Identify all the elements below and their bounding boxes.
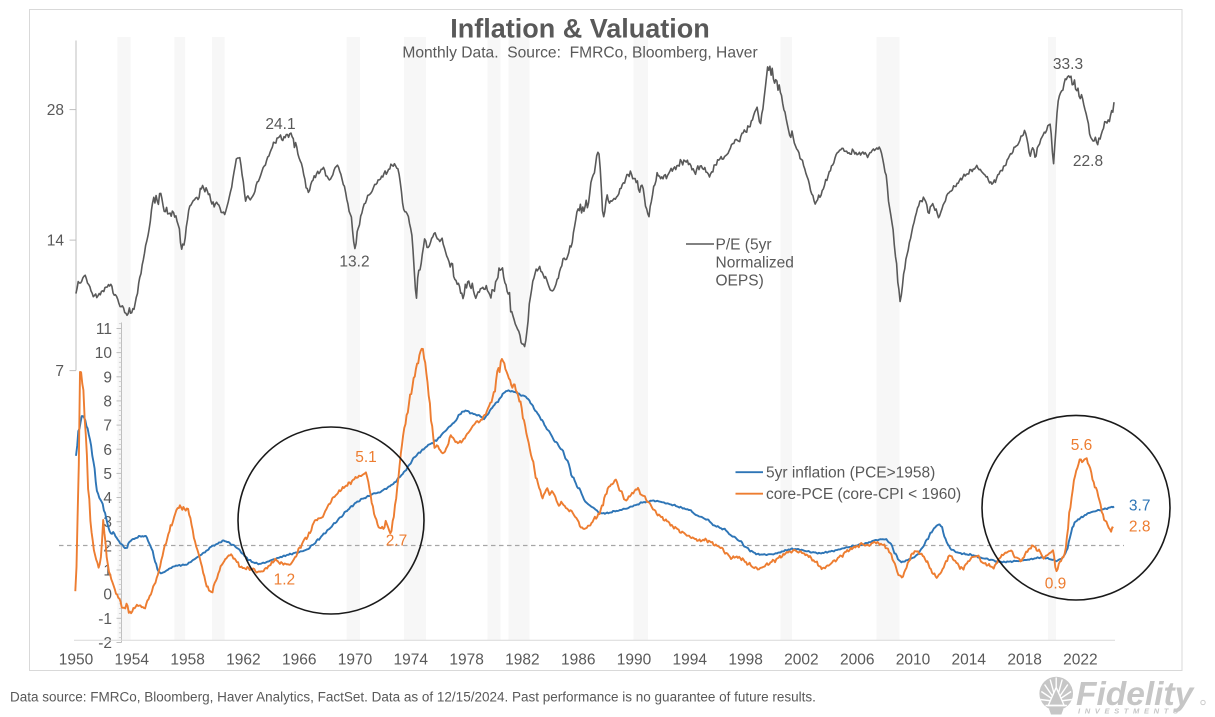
- svg-text:8: 8: [103, 393, 112, 410]
- svg-text:P/E (5yr: P/E (5yr: [716, 237, 772, 254]
- svg-text:13.2: 13.2: [339, 254, 369, 271]
- svg-text:7: 7: [103, 418, 112, 435]
- svg-text:14: 14: [47, 233, 65, 250]
- svg-text:1954: 1954: [115, 652, 150, 669]
- svg-text:2.8: 2.8: [1129, 519, 1151, 536]
- svg-text:28: 28: [47, 102, 64, 119]
- svg-text:1986: 1986: [561, 652, 595, 669]
- svg-text:4: 4: [103, 490, 112, 507]
- svg-text:11: 11: [96, 321, 112, 338]
- svg-text:Normalized: Normalized: [716, 255, 794, 272]
- svg-text:6: 6: [103, 442, 112, 459]
- svg-text:9: 9: [103, 369, 112, 386]
- svg-text:5.1: 5.1: [355, 449, 377, 466]
- svg-text:1990: 1990: [617, 652, 652, 669]
- svg-text:1978: 1978: [449, 652, 483, 669]
- svg-text:1958: 1958: [170, 652, 204, 669]
- svg-text:Fidelity: Fidelity: [1076, 676, 1196, 713]
- svg-text:1950: 1950: [59, 652, 94, 669]
- svg-text:3.7: 3.7: [1129, 498, 1151, 515]
- svg-text:1970: 1970: [338, 652, 373, 669]
- svg-text:1962: 1962: [226, 652, 260, 669]
- svg-text:0.9: 0.9: [1045, 576, 1067, 593]
- svg-text:OEPS): OEPS): [716, 273, 764, 290]
- svg-text:1994: 1994: [673, 652, 708, 669]
- svg-text:2010: 2010: [896, 652, 931, 669]
- svg-text:5yr inflation (PCE>1958): 5yr inflation (PCE>1958): [766, 465, 935, 482]
- svg-text:2: 2: [103, 538, 112, 555]
- svg-text:1998: 1998: [728, 652, 762, 669]
- svg-text:2022: 2022: [1063, 652, 1097, 669]
- svg-text:22.8: 22.8: [1073, 153, 1103, 170]
- svg-text:5.6: 5.6: [1071, 437, 1093, 454]
- svg-text:Monthly Data. Source: FMRCo,: Monthly Data. Source: FMRCo, Bloomberg, …: [402, 45, 757, 62]
- svg-text:10: 10: [95, 345, 113, 362]
- svg-text:1982: 1982: [505, 652, 539, 669]
- svg-text:2002: 2002: [784, 652, 818, 669]
- svg-text:-1: -1: [98, 611, 112, 628]
- svg-text:33.3: 33.3: [1053, 56, 1083, 73]
- svg-text:1.2: 1.2: [274, 572, 296, 589]
- svg-text:Inflation & Valuation: Inflation & Valuation: [450, 14, 710, 44]
- svg-text:1974: 1974: [394, 652, 429, 669]
- svg-text:-2: -2: [98, 635, 112, 652]
- svg-text:Data source: FMRCo, Bloomberg,: Data source: FMRCo, Bloomberg, Haver Ana…: [10, 690, 816, 705]
- svg-text:2014: 2014: [952, 652, 987, 669]
- svg-text:core-PCE (core-CPI < 1960): core-PCE (core-CPI < 1960): [766, 486, 961, 503]
- svg-text:INVESTMENTS: INVESTMENTS: [1078, 707, 1183, 716]
- svg-text:1: 1: [103, 563, 112, 580]
- svg-text:24.1: 24.1: [265, 116, 295, 133]
- svg-text:7: 7: [55, 363, 64, 380]
- svg-text:0: 0: [103, 587, 112, 604]
- svg-text:5: 5: [103, 466, 112, 483]
- svg-text:2006: 2006: [840, 652, 874, 669]
- svg-text:1966: 1966: [282, 652, 316, 669]
- svg-text:2018: 2018: [1007, 652, 1041, 669]
- svg-text:2.7: 2.7: [386, 533, 408, 550]
